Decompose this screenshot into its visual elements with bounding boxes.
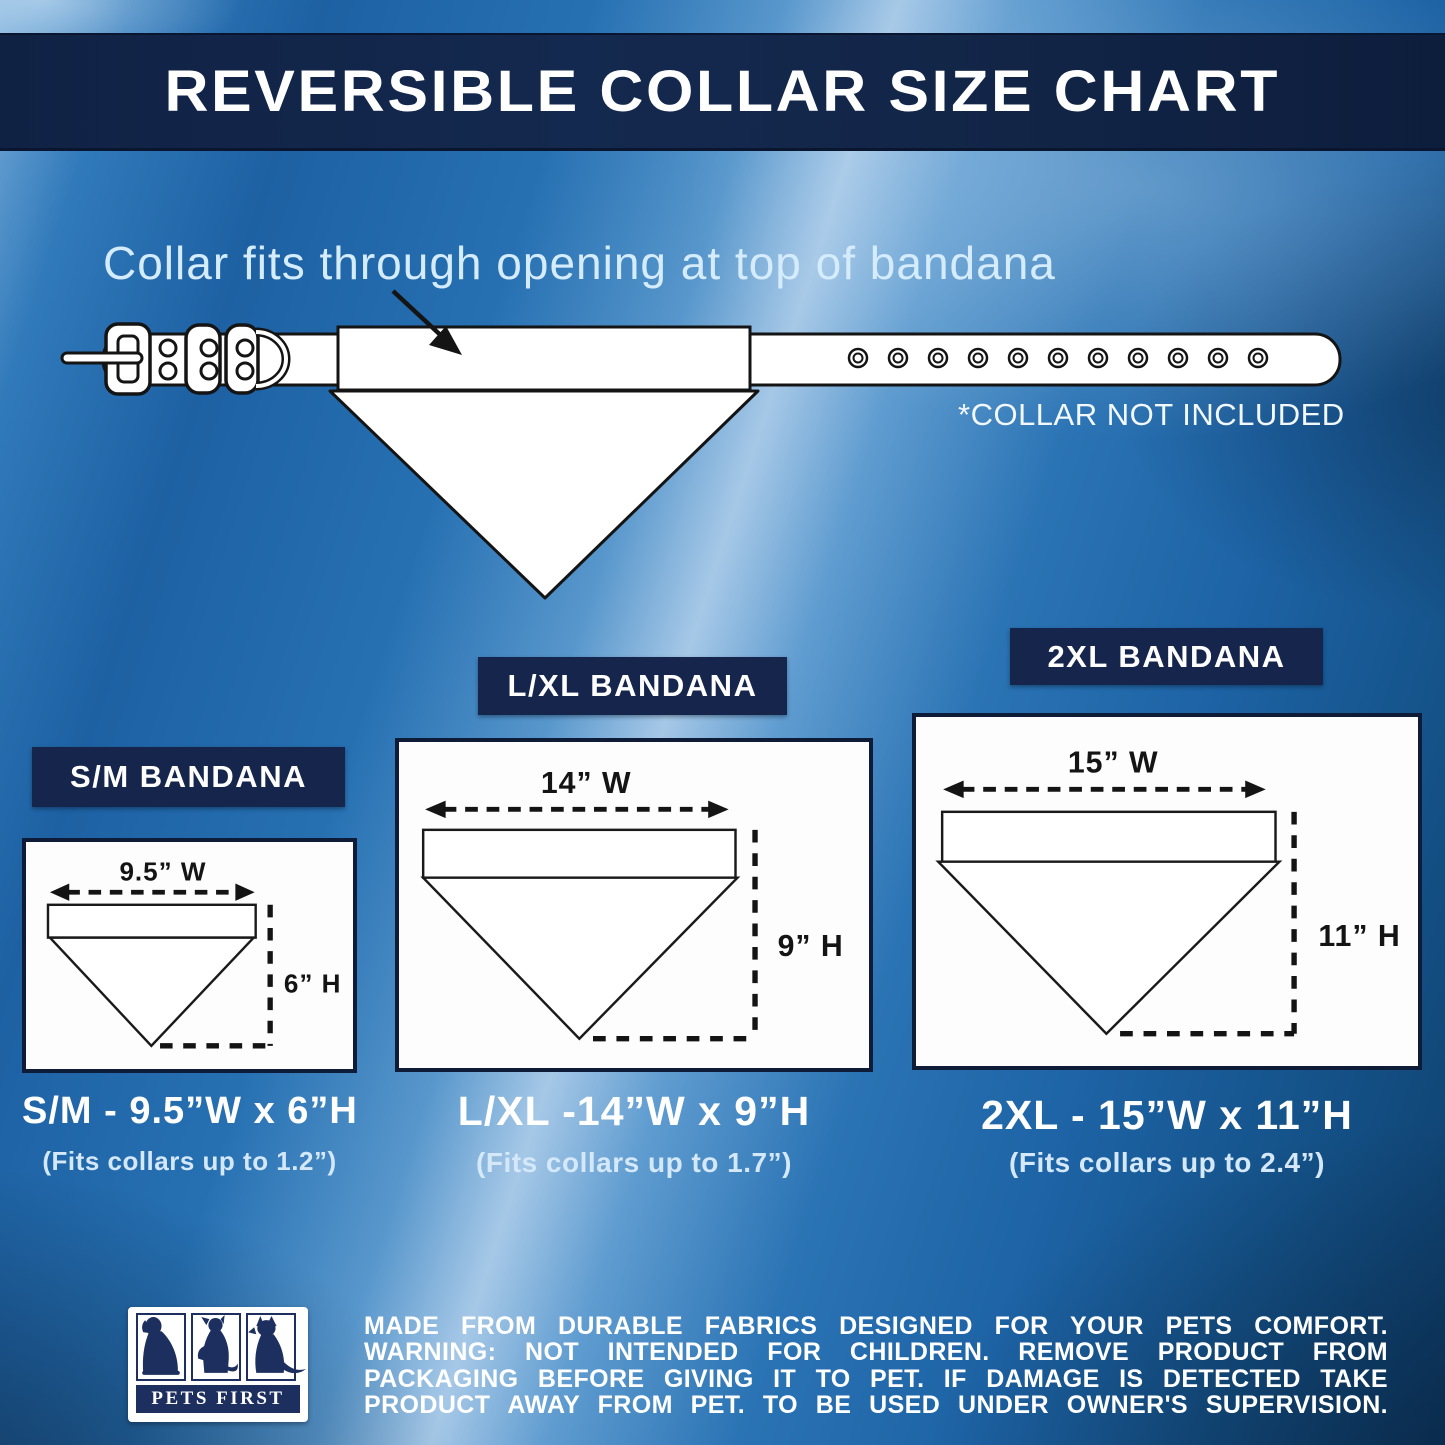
- collar-caption: Collar fits through opening at top of ba…: [103, 237, 1056, 289]
- bandana-triangle: [328, 389, 760, 600]
- 2xl-height-label: 11” H: [1318, 920, 1400, 953]
- lxl-width-label: 14” W: [541, 767, 632, 800]
- panel-2xl-diagram: 15” W 11” H: [912, 713, 1422, 1070]
- badge-lxl-bandana: L/XL BANDANA: [478, 657, 787, 715]
- header-band: REVERSIBLE COLLAR SIZE CHART: [0, 33, 1445, 151]
- 2xl-diagram: 15” W 11” H: [935, 747, 1400, 1037]
- caption-sm: S/M - 9.5”W x 6”H: [22, 1090, 358, 1132]
- dog-silhouette-2-icon: [191, 1313, 241, 1381]
- sm-diagram: 9.5” W 6” H: [46, 857, 342, 1049]
- logo-text: PETS FIRST: [151, 1388, 285, 1409]
- fits-sm: (Fits collars up to 1.2”): [42, 1146, 337, 1176]
- bandana-sleeve: [336, 325, 752, 392]
- disclaimer-line: WARNING: NOT INTENDED FOR CHILDREN. REMO…: [364, 1338, 1388, 1367]
- caption-2xl: 2XL - 15”W x 11”H: [981, 1092, 1353, 1138]
- sm-height-label: 6” H: [284, 969, 342, 999]
- opening-pointer-arrow-icon: [391, 289, 462, 355]
- caption-lxl: L/XL -14”W x 9”H: [457, 1088, 811, 1134]
- disclaimer-line: PRODUCT AWAY FROM PET. TO BE USED UNDER …: [364, 1391, 1388, 1420]
- badge-2xl-bandana: 2XL BANDANA: [1010, 628, 1323, 685]
- dog-silhouette-3-icon: [246, 1313, 307, 1381]
- collar-not-included-note: *COLLAR NOT INCLUDED: [958, 397, 1345, 432]
- collar-eyelets: [847, 347, 1269, 369]
- lxl-diagram: 14” W 9” H: [420, 767, 844, 1042]
- panel-sm-diagram: 9.5” W 6” H: [22, 838, 357, 1073]
- page-title: REVERSIBLE COLLAR SIZE CHART: [164, 59, 1281, 124]
- panel-lxl-diagram: 14” W 9” H: [395, 738, 873, 1072]
- collar-illustration: [60, 289, 1342, 600]
- dog-silhouette-1-icon: [136, 1313, 186, 1381]
- 2xl-width-label: 15” W: [1068, 747, 1159, 780]
- badge-sm-bandana: S/M BANDANA: [32, 747, 345, 807]
- disclaimer-line: MADE FROM DURABLE FABRICS DESIGNED FOR Y…: [364, 1312, 1388, 1340]
- logo-bar: PETS FIRST: [136, 1385, 300, 1413]
- fits-lxl: (Fits collars up to 1.7”): [476, 1147, 792, 1178]
- lxl-height-label: 9” H: [778, 930, 844, 963]
- fits-2xl: (Fits collars up to 2.4”): [1009, 1147, 1325, 1178]
- sm-width-label: 9.5” W: [119, 857, 206, 887]
- disclaimer-line: PACKAGING BEFORE GIVING IT TO PET. IF DA…: [364, 1364, 1388, 1393]
- collar-buckle: [60, 322, 291, 396]
- disclaimer-text: MADE FROM DURABLE FABRICS DESIGNED FOR Y…: [364, 1313, 1388, 1419]
- pets-first-logo: PETS FIRST: [128, 1307, 308, 1422]
- logo-frames: [128, 1307, 308, 1381]
